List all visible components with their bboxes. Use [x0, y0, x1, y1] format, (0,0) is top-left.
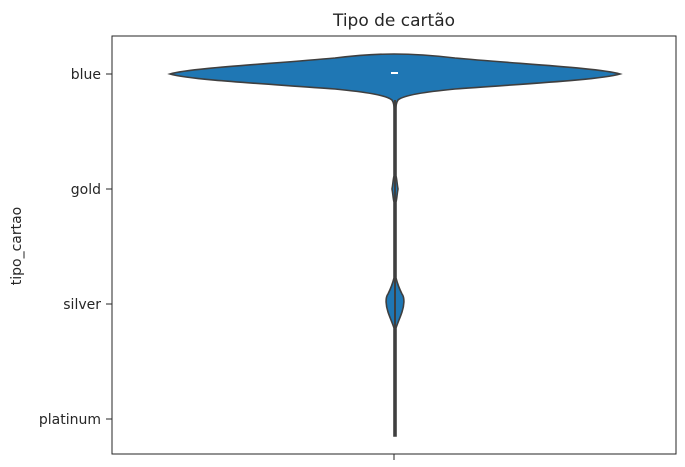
y-tick-label-platinum: platinum	[39, 412, 101, 428]
y-axis-ticks: blue gold silver platinum	[39, 67, 112, 428]
y-tick-label-silver: silver	[63, 297, 101, 313]
chart-title: Tipo de cartão	[332, 11, 455, 31]
y-tick-label-gold: gold	[71, 182, 101, 198]
y-axis-label: tipo_cartao	[9, 207, 25, 286]
y-tick-label-blue: blue	[71, 67, 101, 83]
